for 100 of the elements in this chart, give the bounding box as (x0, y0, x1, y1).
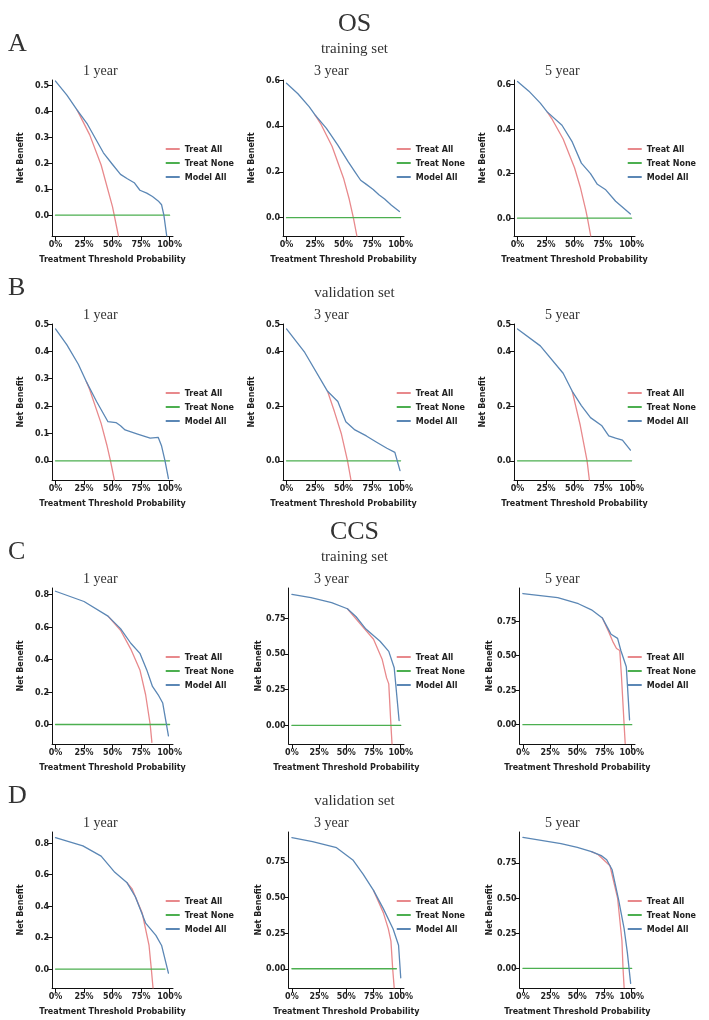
x-tick-label: 25% (309, 747, 329, 757)
y-tick-label: 0.0 (496, 456, 512, 466)
x-tick-label: 50% (336, 747, 356, 757)
legend-label: Treat All (646, 896, 685, 906)
legend-label: Treat None (184, 158, 235, 168)
x-tick-label: 25% (540, 747, 560, 757)
y-tick-label: 0.4 (34, 346, 50, 356)
x-tick-label: 50% (567, 991, 587, 1001)
y-tick-label: 0.00 (496, 720, 518, 730)
y-tick-label: 0.2 (34, 158, 50, 168)
y-tick-label: 0.00 (496, 963, 518, 973)
x-tick-label: 0% (285, 747, 299, 757)
y-tick-label: 0.3 (34, 374, 50, 384)
chart-subtitle: training set (319, 547, 390, 566)
x-tick-label: 0% (48, 747, 63, 757)
legend-label: Treat None (415, 910, 466, 920)
x-tick-label: 75% (131, 483, 151, 493)
legend-label: Model All (415, 416, 458, 426)
y-tick-label: 0.75 (265, 857, 287, 867)
x-axis-title: Treatment Threshold Probability (39, 1006, 187, 1016)
x-tick-label: 75% (594, 747, 615, 757)
y-tick-label: 0.6 (34, 870, 50, 880)
x-tick-label: 0% (516, 991, 530, 1001)
x-tick-label: 100% (388, 747, 414, 757)
line-series (285, 328, 401, 472)
line-series (291, 837, 402, 979)
x-tick-label: 25% (74, 483, 94, 493)
x-tick-label: 50% (102, 991, 123, 1001)
y-tick-label: 0.0 (34, 210, 50, 220)
chart-title: 3 year (314, 570, 349, 586)
y-tick-label: 0.2 (34, 687, 50, 697)
x-tick-label: 100% (388, 483, 413, 493)
x-tick-label: 0% (48, 991, 63, 1001)
x-axis-title: Treatment Threshold Probability (273, 762, 421, 772)
legend-label: Treat None (415, 402, 466, 412)
y-axis-title: Net Benefit (246, 132, 256, 184)
line-series (54, 837, 170, 974)
x-tick-label: 75% (593, 239, 613, 249)
y-tick-label: 0.4 (34, 655, 50, 664)
chart-subtitle: validation set (313, 283, 396, 302)
text: OS (336, 8, 373, 38)
y-tick-label: 0.4 (265, 346, 281, 356)
y-tick-label: 0.8 (34, 838, 50, 848)
x-tick-label: 75% (593, 483, 613, 493)
legend-label: Treat None (646, 402, 697, 412)
x-tick-label: 25% (74, 239, 94, 249)
x-tick-label: 50% (336, 991, 356, 1001)
x-axis-title: Treatment Threshold Probability (501, 254, 649, 264)
x-tick-label: 100% (619, 747, 645, 757)
x-tick-label: 100% (157, 747, 182, 757)
y-tick-label: 0.2 (496, 401, 512, 411)
text: CCS (328, 516, 381, 546)
legend-label: Model All (184, 924, 227, 934)
x-tick-label: 100% (157, 239, 182, 249)
line-series (516, 328, 632, 451)
chart-title: 1 year (83, 306, 118, 322)
legend-label: Treat None (415, 158, 466, 168)
y-tick-label: 0.75 (496, 616, 518, 626)
y-tick-label: 0.6 (496, 79, 512, 89)
y-tick-label: 0.3 (34, 132, 50, 142)
x-axis-title: Treatment Threshold Probability (273, 1006, 421, 1016)
x-axis-title: Treatment Threshold Probability (504, 762, 652, 772)
x-tick-label: 50% (102, 239, 123, 249)
legend-label: Treat None (646, 158, 697, 168)
x-tick-label: 25% (309, 991, 329, 1001)
line-series (126, 881, 154, 989)
chart-title: 5 year (545, 814, 580, 830)
x-tick-label: 50% (102, 483, 123, 493)
line-series (314, 114, 358, 237)
y-tick-label: 0.50 (265, 893, 287, 903)
y-tick-label: 0.25 (265, 928, 287, 938)
chart-subtitle: training set (319, 39, 390, 58)
y-tick-label: 0.50 (265, 649, 287, 659)
y-tick-label: 0.4 (496, 124, 512, 134)
chart-title: 1 year (83, 62, 118, 78)
x-tick-label: 0% (510, 239, 525, 249)
y-tick-label: 0.4 (34, 901, 50, 911)
legend-label: Model All (646, 680, 689, 690)
legend-label: Treat All (184, 652, 223, 662)
x-tick-label: 100% (388, 239, 413, 249)
y-tick-label: 0.00 (265, 964, 287, 974)
y-tick-label: 0.8 (34, 590, 50, 599)
x-tick-label: 50% (564, 483, 585, 493)
chart-title: 5 year (545, 570, 580, 586)
x-tick-label: 25% (305, 483, 325, 493)
legend-label: Model All (184, 416, 227, 426)
legend-label: Treat None (415, 666, 466, 676)
legend-label: Treat All (646, 144, 685, 154)
legend-label: Treat All (184, 896, 223, 906)
line-series (571, 390, 591, 481)
y-tick-label: 0.2 (496, 169, 512, 179)
chart-subtitle: validation set (313, 791, 396, 810)
x-tick-label: 50% (567, 747, 587, 757)
y-tick-label: 0.6 (34, 622, 50, 632)
y-tick-label: 0.5 (34, 80, 50, 90)
y-tick-label: 0.75 (496, 858, 518, 868)
x-tick-label: 100% (619, 239, 644, 249)
y-tick-label: 0.0 (265, 456, 281, 466)
x-tick-label: 0% (285, 991, 299, 1001)
y-tick-label: 0.5 (265, 319, 281, 329)
